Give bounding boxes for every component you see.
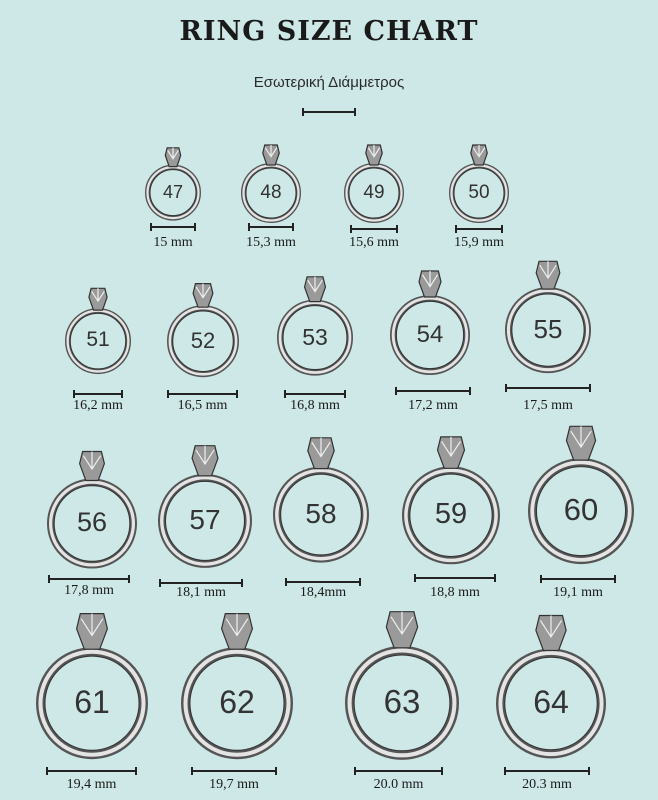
ring-size-48: 48 — [231, 142, 311, 233]
inner-diameter-caption: Εσωτερική Διάμμετρος — [253, 74, 405, 91]
ring-size-63: 63 — [335, 606, 469, 770]
ring-size-label: 63 — [383, 683, 421, 721]
ring-icon — [401, 435, 501, 564]
diameter-label: 19,4 mm — [66, 777, 117, 792]
diameter-label: 17,5 mm — [523, 398, 573, 413]
diameter-measure-line — [191, 767, 277, 775]
ring-size-59: 59 — [392, 432, 510, 574]
ring-icon — [241, 144, 301, 223]
diameter-measure-line — [248, 223, 294, 231]
ring-size-54: 54 — [380, 267, 480, 385]
ring-size-61: 61 — [26, 608, 158, 769]
diameter-measure-line — [48, 575, 130, 583]
ring-size-51: 51 — [55, 285, 141, 384]
diameter-measure-line — [455, 225, 503, 233]
ring-icon — [167, 282, 239, 377]
ring-size-62: 62 — [171, 608, 303, 769]
diameter-label: 16,2 mm — [73, 398, 123, 413]
ring-size-label: 56 — [76, 506, 108, 537]
ring-size-60: 60 — [518, 421, 644, 574]
diameter-measure-line — [354, 767, 443, 775]
diameter-measure-line — [350, 225, 398, 233]
ring-size-52: 52 — [157, 280, 249, 387]
ring-size-label: 47 — [162, 182, 184, 203]
diameter-label: 17,2 mm — [408, 398, 458, 413]
page-title: RING SIZE CHART — [179, 16, 479, 47]
diameter-label: 16,5 mm — [177, 398, 228, 413]
ring-icon — [528, 425, 634, 564]
ring-size-label: 52 — [190, 327, 216, 353]
ring-size-57: 57 — [148, 441, 262, 578]
ring-size-label: 50 — [468, 181, 490, 203]
ring-icon — [449, 144, 509, 223]
diameter-measure-line — [284, 390, 346, 398]
ring-size-58: 58 — [263, 433, 379, 573]
diameter-label: 15,6 mm — [349, 235, 399, 250]
ring-icon — [345, 611, 459, 760]
ring-size-label: 49 — [363, 181, 385, 203]
diameter-measure-line — [540, 575, 616, 583]
ring-icon — [504, 260, 592, 373]
ring-size-label: 55 — [533, 314, 563, 345]
diameter-measure-line — [73, 390, 123, 398]
diameter-label: 17,8 mm — [64, 583, 114, 598]
diameter-label: 19,7 mm — [209, 777, 259, 792]
ring-icon — [277, 276, 353, 376]
diameter-label: 20.0 mm — [373, 777, 424, 792]
ring-icon — [390, 270, 470, 375]
ring-size-label: 61 — [74, 683, 110, 720]
ring-icon — [35, 612, 149, 759]
diameter-measure-line — [395, 387, 471, 395]
diameter-label: 16,8 mm — [290, 398, 340, 413]
diameter-label: 19,1 mm — [553, 585, 603, 600]
diameter-label: 18,1 mm — [176, 585, 226, 600]
ring-size-64: 64 — [486, 610, 616, 769]
ring-icon — [273, 437, 369, 563]
diameter-measure-line — [414, 574, 496, 582]
ring-icon — [344, 144, 404, 223]
ring-size-49: 49 — [334, 142, 414, 233]
diameter-indicator-line — [302, 108, 356, 116]
diameter-measure-line — [504, 767, 590, 775]
diameter-measure-line — [505, 384, 591, 392]
ring-size-55: 55 — [495, 257, 601, 383]
ring-size-56: 56 — [37, 447, 147, 579]
diameter-measure-line — [167, 390, 238, 398]
diameter-measure-line — [46, 767, 137, 775]
diameter-measure-line — [159, 579, 243, 587]
ring-size-label: 60 — [563, 492, 599, 528]
ring-icon — [145, 147, 201, 221]
ring-size-label: 57 — [189, 504, 221, 536]
ring-size-47: 47 — [135, 145, 211, 231]
ring-size-label: 59 — [434, 497, 468, 530]
ring-size-label: 64 — [533, 683, 569, 720]
diameter-label: 15 mm — [153, 235, 193, 250]
ring-size-label: 58 — [305, 498, 337, 530]
diameter-label: 18,8 mm — [430, 585, 480, 600]
ring-size-label: 54 — [416, 320, 444, 348]
ring-size-label: 48 — [260, 181, 282, 203]
diameter-measure-line — [285, 578, 361, 586]
ring-icon — [157, 445, 253, 568]
diameter-label: 20.3 mm — [522, 777, 572, 792]
diameter-label: 15,3 mm — [246, 235, 296, 250]
ring-icon — [496, 614, 606, 758]
ring-icon — [46, 450, 138, 569]
ring-icon — [64, 287, 132, 374]
ring-size-label: 62 — [219, 683, 255, 720]
diameter-label: 15,9 mm — [454, 235, 504, 250]
ring-size-53: 53 — [267, 273, 363, 386]
ring-size-label: 51 — [86, 328, 110, 352]
diameter-label: 18,4mm — [299, 585, 347, 600]
ring-size-50: 50 — [439, 142, 519, 233]
diameter-measure-line — [150, 223, 196, 231]
ring-icon — [180, 612, 294, 759]
ring-size-label: 53 — [302, 324, 328, 351]
